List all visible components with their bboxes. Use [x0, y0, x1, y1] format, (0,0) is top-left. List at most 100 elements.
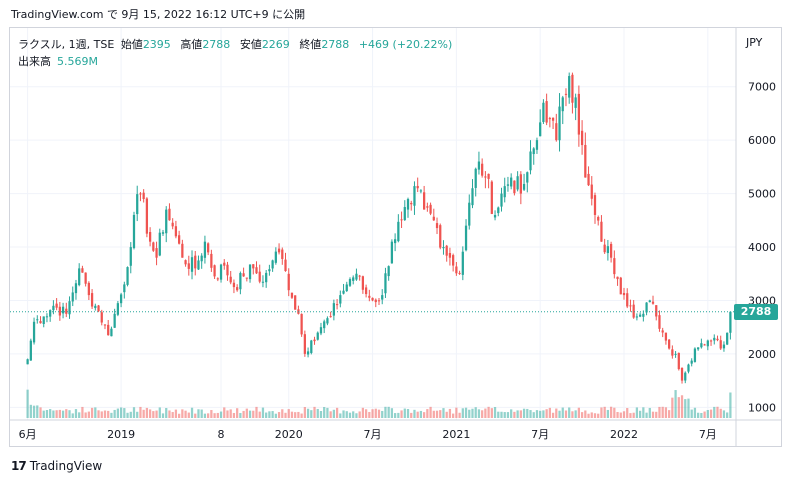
- candle-body: [187, 263, 190, 269]
- chart-frame[interactable]: [9, 27, 782, 447]
- candle-body: [348, 279, 352, 286]
- candle-body: [132, 214, 136, 249]
- candle-body: [468, 202, 471, 226]
- candle-body: [287, 273, 290, 291]
- candle-body: [671, 349, 674, 356]
- candle-body: [522, 183, 526, 190]
- candle-body: [510, 177, 513, 187]
- candle-body: [455, 266, 458, 274]
- volume-bar: [258, 411, 261, 418]
- candle-body: [345, 284, 348, 292]
- candle-body: [629, 305, 632, 307]
- high-value: 2788: [202, 38, 231, 51]
- volume-bar: [677, 397, 680, 418]
- candle-body: [203, 241, 207, 258]
- volume-bar: [493, 407, 497, 418]
- candle-body: [326, 318, 329, 324]
- candle-body: [435, 223, 439, 229]
- candle-body: [316, 332, 319, 340]
- volume-bar: [155, 410, 158, 418]
- volume-bar: [116, 408, 120, 418]
- candle-body: [355, 273, 358, 280]
- volume-bar: [419, 410, 423, 418]
- volume-bar: [190, 407, 194, 418]
- candle-body: [539, 122, 542, 137]
- volume-bar: [651, 411, 655, 418]
- volume-bar: [268, 411, 271, 418]
- volume-bar: [722, 410, 726, 418]
- volume-bar: [239, 413, 242, 418]
- low-label: 安値: [239, 38, 262, 51]
- volume-bar: [587, 413, 590, 418]
- volume-bar: [716, 406, 719, 418]
- ohlc-legend: ラクスル, 1週, TSE 始値2395 高値2788 安値2269 終値278…: [18, 36, 452, 52]
- volume-bar: [29, 404, 32, 418]
- open-label: 始値: [120, 38, 143, 51]
- volume-bar: [526, 408, 529, 418]
- change-value: +469 (+20.22%): [358, 38, 453, 51]
- volume-bar: [236, 408, 239, 418]
- candle-body: [364, 287, 368, 295]
- volume-bar: [645, 412, 648, 418]
- volume-bar: [339, 413, 342, 418]
- candle-body: [645, 302, 648, 313]
- volume-bar: [532, 412, 535, 418]
- candle-body: [716, 338, 719, 341]
- volume-bar: [529, 410, 532, 418]
- tradingview-brand[interactable]: 17 TradingView: [11, 459, 102, 473]
- volume-bar: [458, 412, 461, 418]
- volume-bar: [622, 411, 626, 418]
- candle-body: [564, 93, 568, 95]
- volume-bar: [477, 409, 481, 418]
- candle-body: [706, 340, 709, 347]
- volume-bar: [210, 410, 213, 418]
- candle-body: [709, 340, 713, 342]
- candle-body: [94, 305, 97, 309]
- candle-body: [339, 295, 342, 304]
- candle-body: [42, 316, 45, 324]
- candle-body: [78, 268, 81, 286]
- volume-bar: [223, 407, 226, 418]
- y-tick-label: 7000: [748, 81, 776, 94]
- volume-bar: [503, 412, 506, 418]
- candle-body: [719, 340, 722, 349]
- candle-body: [377, 300, 381, 302]
- candle-body: [519, 174, 522, 194]
- volume-bar: [152, 411, 155, 418]
- volume-bar: [281, 409, 284, 418]
- candle-body: [155, 248, 158, 258]
- candle-body: [606, 246, 610, 254]
- candle-body: [493, 214, 497, 218]
- candle-body: [680, 367, 684, 381]
- volume-bar: [603, 406, 606, 418]
- candle-body: [232, 282, 236, 288]
- candle-body: [190, 257, 194, 272]
- candle-body: [464, 225, 468, 251]
- volume-bar: [584, 410, 587, 418]
- candle-body: [219, 264, 223, 280]
- volume-bar: [232, 412, 236, 418]
- candle-body: [700, 343, 703, 348]
- volume-bar: [516, 410, 519, 418]
- volume-bar: [490, 408, 493, 418]
- x-tick-label: 2019: [107, 428, 135, 441]
- candle-body: [71, 292, 74, 302]
- candle-body: [597, 217, 600, 221]
- volume-bar: [274, 413, 277, 418]
- volume-bar: [577, 407, 581, 418]
- volume-bar: [287, 409, 290, 418]
- candle-body: [481, 163, 484, 176]
- volume-bar: [345, 411, 348, 418]
- volume-bar: [197, 409, 200, 418]
- volume-bar: [410, 412, 413, 418]
- y-tick-label: 5000: [748, 188, 776, 201]
- candle-body: [152, 242, 155, 251]
- volume-bar: [432, 410, 435, 418]
- volume-bar: [310, 410, 313, 418]
- volume-bar: [81, 406, 84, 418]
- volume-bar: [426, 409, 429, 418]
- volume-bar: [90, 407, 94, 418]
- candle-body: [61, 306, 65, 314]
- symbol-label: ラクスル, 1週, TSE: [18, 38, 115, 51]
